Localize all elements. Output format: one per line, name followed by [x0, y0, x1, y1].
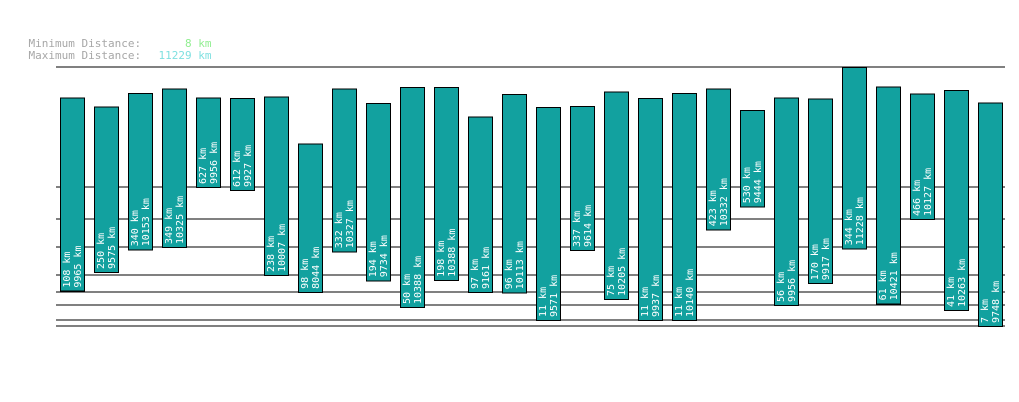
bar-26	[944, 90, 969, 311]
bar-3	[162, 88, 187, 248]
max-distance-value: 11229 km	[158, 49, 212, 62]
bar-10	[400, 87, 425, 308]
min-label-6: 238 km	[266, 236, 277, 272]
max-label-25: 10127 km	[923, 168, 934, 216]
min-label-11: 198 km	[436, 241, 447, 277]
min-label-12: 97 km	[470, 259, 481, 289]
max-label-2: 10153 km	[141, 198, 152, 246]
data-labels: 108 km 9965 km 250 km 9575 km 340 km 10153 km…	[62, 142, 1002, 323]
bar-13	[502, 93, 527, 294]
bar-11	[434, 87, 459, 281]
max-label-14: 9571 km	[549, 275, 560, 317]
max-label-16: 10205 km	[617, 248, 628, 296]
max-label-26: 10263 km	[957, 259, 968, 307]
max-label-23: 11228 km	[855, 197, 866, 245]
bar-22	[808, 98, 833, 285]
min-distance-value: 8 km	[185, 37, 212, 50]
min-label-21: 56 km	[776, 272, 787, 302]
min-label-10: 50 km	[402, 274, 413, 304]
min-label-23: 344 km	[844, 209, 855, 245]
min-label-14: 11 km	[538, 287, 549, 317]
max-label-21: 9956 km	[787, 260, 798, 302]
min-label-9: 194 km	[368, 241, 379, 277]
max-label-19: 10332 km	[719, 178, 730, 226]
min-label-27: 7 km	[980, 299, 991, 323]
max-label-3: 10325 km	[175, 196, 186, 244]
max-label-8: 10327 km	[345, 200, 356, 248]
max-label-17: 9937 km	[651, 275, 662, 317]
bar-19	[706, 88, 731, 231]
min-distance-label: Minimum Distance:	[28, 37, 142, 50]
bar-21	[774, 97, 799, 306]
max-label-24: 10421 km	[889, 252, 900, 300]
bar-17	[638, 98, 663, 322]
bar-9	[366, 102, 391, 282]
bar-14	[536, 106, 561, 321]
min-label-0: 108 km	[62, 252, 73, 288]
max-label-4: 9956 km	[209, 142, 220, 184]
bar-23	[842, 67, 867, 250]
bar-8	[332, 88, 357, 253]
min-distance-row: Minimum Distance: 8 km	[2, 26, 212, 50]
max-distance-label: Maximum Distance:	[28, 49, 142, 62]
min-label-3: 349 km	[164, 208, 175, 244]
min-label-7: 98 km	[300, 259, 311, 289]
min-label-26: 41 km	[946, 277, 957, 307]
min-label-25: 466 km	[912, 180, 923, 216]
bar-24	[876, 86, 901, 305]
max-label-13: 10113 km	[515, 241, 526, 289]
bar-0	[60, 97, 85, 292]
max-label-7: 8044 km	[311, 247, 322, 289]
bar-16	[604, 91, 629, 300]
bars	[60, 67, 1003, 327]
bar-25	[910, 93, 935, 220]
min-label-22: 170 km	[810, 244, 821, 280]
max-label-27: 9748 km	[991, 281, 1002, 323]
max-label-6: 10007 km	[277, 224, 288, 272]
bar-1	[94, 106, 119, 273]
min-label-4: 627 km	[198, 148, 209, 184]
bar-27	[978, 102, 1003, 327]
min-label-17: 11 km	[640, 287, 651, 317]
max-label-10: 10388 km	[413, 256, 424, 304]
max-label-5: 9927 km	[243, 145, 254, 187]
max-label-22: 9917 km	[821, 238, 832, 280]
min-label-8: 332 km	[334, 212, 345, 248]
max-label-12: 9161 km	[481, 247, 492, 289]
bar-5	[230, 98, 255, 191]
bar-7	[298, 143, 323, 293]
bar-15	[570, 105, 595, 252]
min-label-5: 612 km	[232, 151, 243, 187]
min-label-18: 11 km	[674, 287, 685, 317]
max-label-0: 9965 km	[73, 246, 84, 288]
bar-20	[740, 109, 765, 208]
bar-12	[468, 116, 493, 293]
max-label-9: 9734 km	[379, 235, 390, 277]
min-label-16: 75 km	[606, 266, 617, 296]
min-label-20: 530 km	[742, 167, 753, 203]
bar-2	[128, 92, 153, 251]
min-label-13: 96 km	[504, 259, 515, 289]
max-label-20: 9444 km	[753, 161, 764, 203]
max-distance-row: Maximum Distance: 11229 km	[2, 38, 212, 62]
max-label-11: 10388 km	[447, 229, 458, 277]
bar-18	[672, 93, 697, 321]
bar-6	[264, 96, 289, 276]
max-label-15: 9614 km	[583, 205, 594, 247]
min-label-15: 337 km	[572, 211, 583, 247]
bar-4	[196, 97, 221, 188]
min-label-1: 250 km	[96, 233, 107, 269]
min-label-2: 340 km	[130, 210, 141, 246]
max-label-1: 9575 km	[107, 227, 118, 269]
min-label-19: 423 km	[708, 190, 719, 226]
max-label-18: 10140 km	[685, 269, 696, 317]
min-label-24: 61 km	[878, 270, 889, 300]
